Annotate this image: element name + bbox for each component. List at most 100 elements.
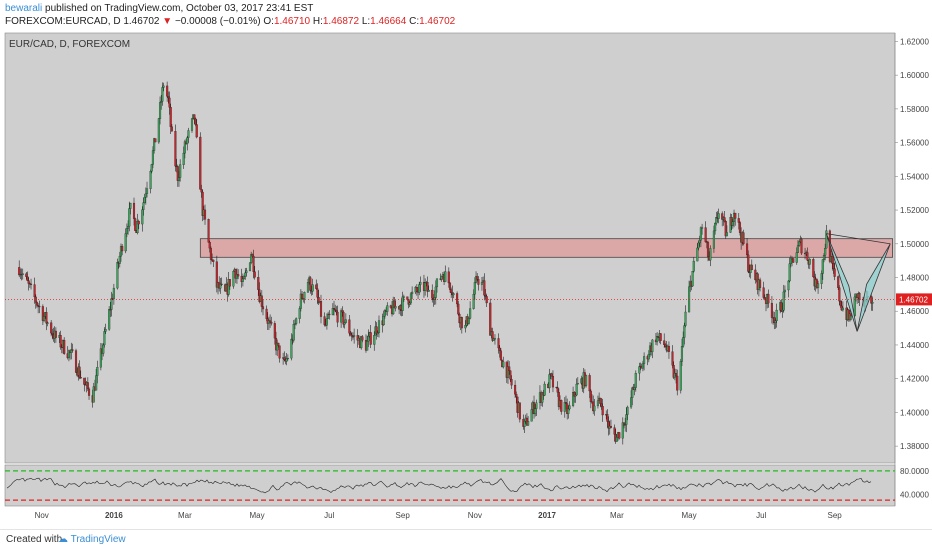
candle xyxy=(179,159,182,182)
candle-body xyxy=(609,425,613,428)
current-price-tag-label: 1.46702 xyxy=(899,295,928,304)
candle-body xyxy=(170,126,173,132)
candle-body xyxy=(51,332,54,335)
candle-body xyxy=(589,390,592,403)
candle-body xyxy=(626,406,629,415)
candle xyxy=(151,146,154,169)
candle-body xyxy=(344,319,347,323)
candle-body xyxy=(169,107,172,127)
candle xyxy=(858,292,861,306)
candle-body xyxy=(102,344,105,354)
candle-body xyxy=(212,259,215,262)
candle xyxy=(199,132,202,190)
candle-body xyxy=(725,232,728,237)
candle xyxy=(634,370,637,392)
candle-body xyxy=(361,336,364,341)
candle-body xyxy=(334,308,337,311)
candle xyxy=(104,323,107,334)
candle xyxy=(762,281,765,300)
candle xyxy=(469,301,472,320)
time-axis-label: 2017 xyxy=(538,511,556,520)
price-axis-label: 1.58000 xyxy=(900,105,929,114)
candle-body xyxy=(278,345,281,359)
close-value: 1.46702 xyxy=(419,16,456,27)
candle-body xyxy=(633,387,636,390)
candle-body xyxy=(447,271,450,284)
candle-body xyxy=(50,322,53,334)
candle xyxy=(252,249,255,279)
candle xyxy=(142,197,145,216)
candle-body xyxy=(534,408,537,415)
candle xyxy=(725,225,728,237)
candle xyxy=(86,377,89,391)
candle xyxy=(447,267,450,288)
candle xyxy=(509,370,512,382)
candle-body xyxy=(220,283,223,285)
rsi-axis-label: 40.0000 xyxy=(900,490,929,499)
candle-body xyxy=(679,361,682,391)
candle-body xyxy=(162,85,165,88)
candle xyxy=(220,277,223,287)
price-axis-label: 1.38000 xyxy=(900,442,929,451)
price-axis-label: 1.44000 xyxy=(900,341,929,350)
price-axis-label: 1.46000 xyxy=(900,307,929,316)
candle xyxy=(108,306,111,331)
candle-body xyxy=(309,277,312,291)
candle-body xyxy=(116,262,119,289)
candle xyxy=(63,337,66,355)
tradingview-brand: TradingView xyxy=(70,534,126,545)
candle xyxy=(298,306,301,324)
candle-body xyxy=(664,344,667,347)
candle-body xyxy=(698,240,701,244)
candle-body xyxy=(394,306,397,309)
candle xyxy=(477,276,480,291)
candle xyxy=(195,119,198,139)
candle-body xyxy=(684,311,687,326)
time-axis-label: Sep xyxy=(396,511,411,520)
candle-body xyxy=(303,292,306,299)
candle xyxy=(102,343,105,357)
candle-body xyxy=(245,270,248,274)
candle-body xyxy=(643,356,646,364)
candle-body xyxy=(342,311,345,325)
candle-body xyxy=(153,138,156,151)
candle-body xyxy=(759,279,762,288)
candle-body xyxy=(651,339,654,353)
candle-body xyxy=(336,311,339,323)
candle-body xyxy=(796,245,800,253)
low-value: 1.46664 xyxy=(370,16,407,27)
candle-body xyxy=(606,414,609,422)
candle-body xyxy=(366,341,369,351)
candle-body xyxy=(341,310,344,313)
candle xyxy=(394,300,397,312)
change-value: −0.00008 (−0.01%) xyxy=(174,16,261,27)
candle xyxy=(306,278,310,293)
candle-body xyxy=(317,297,320,303)
candle-body xyxy=(788,263,791,282)
candle-body xyxy=(331,308,334,316)
chart-canvas[interactable]: EUR/CAD, D, FOREXCOM 1.62000 1.60000 1.5800… xyxy=(0,30,932,529)
candle-body xyxy=(95,375,98,391)
current-price-tag xyxy=(896,293,932,306)
candle xyxy=(170,123,173,132)
candle xyxy=(299,289,302,312)
candle xyxy=(575,378,578,396)
candle xyxy=(373,331,376,351)
author-link[interactable]: bewarali xyxy=(5,3,43,14)
candle xyxy=(402,294,405,303)
candle-body xyxy=(431,289,434,299)
candle xyxy=(110,291,113,317)
candle-body xyxy=(750,264,753,271)
candle xyxy=(853,293,856,317)
candle xyxy=(361,335,364,343)
candle xyxy=(530,402,533,422)
tradingview-logo[interactable]: ☁ TradingView xyxy=(58,534,126,545)
candle-body xyxy=(667,345,670,352)
candle-body xyxy=(166,85,169,97)
candle xyxy=(663,333,666,349)
candle-body xyxy=(183,141,186,154)
low-label: L: xyxy=(361,16,371,27)
candle xyxy=(817,280,820,294)
candle xyxy=(149,169,152,194)
candle-body xyxy=(237,274,240,277)
